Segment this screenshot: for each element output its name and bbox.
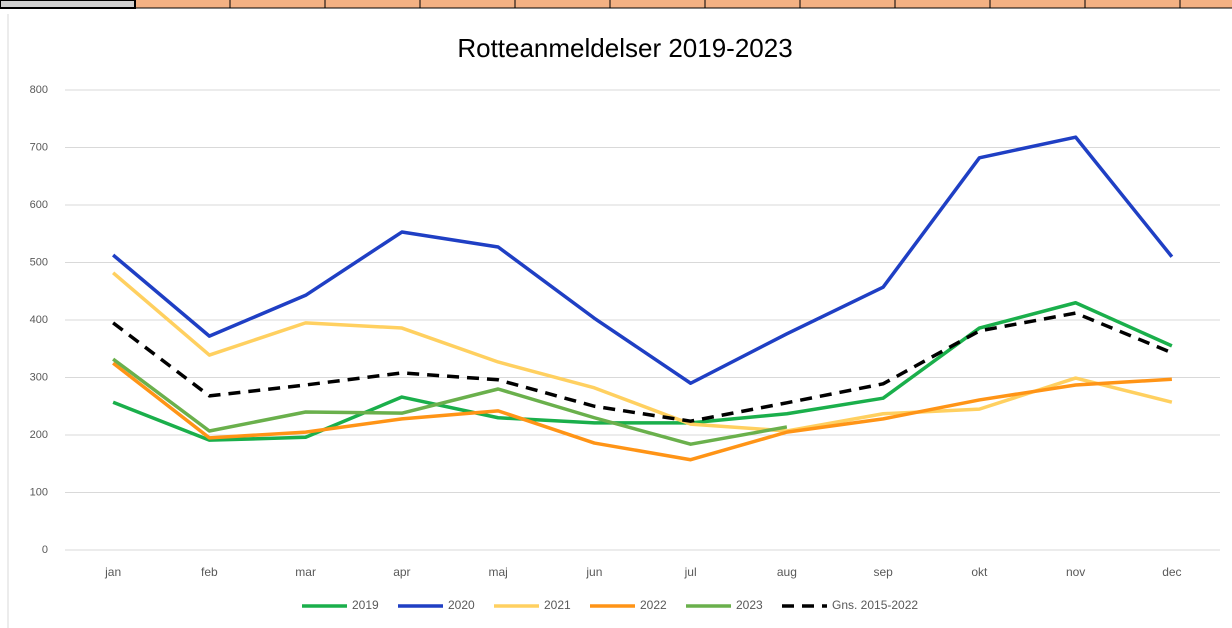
y-tick-label: 0 bbox=[42, 544, 48, 556]
x-tick-label: okt bbox=[971, 565, 988, 579]
series-line bbox=[111, 135, 1174, 385]
legend-label: 2019 bbox=[352, 598, 379, 612]
x-tick-label: jul bbox=[684, 565, 697, 579]
legend-label: 2021 bbox=[544, 598, 571, 612]
chart-title: Rotteanmeldelser 2019-2023 bbox=[457, 33, 792, 63]
series-line bbox=[112, 311, 1173, 423]
x-tick-label: aug bbox=[777, 565, 797, 579]
series-line bbox=[111, 271, 1173, 433]
x-tick-label: feb bbox=[201, 565, 218, 579]
series-line bbox=[112, 301, 1173, 442]
x-tick-label: apr bbox=[393, 565, 410, 579]
series-line bbox=[112, 361, 1172, 462]
y-tick-label: 200 bbox=[30, 429, 48, 441]
x-tick-label: jun bbox=[585, 565, 602, 579]
series-line bbox=[112, 357, 788, 446]
legend-label: Gns. 2015-2022 bbox=[832, 598, 918, 612]
legend-label: 2020 bbox=[448, 598, 475, 612]
x-tick-label: jan bbox=[104, 565, 121, 579]
y-tick-label: 100 bbox=[30, 486, 48, 498]
x-tick-label: dec bbox=[1162, 565, 1181, 579]
x-tick-label: maj bbox=[488, 565, 507, 579]
y-tick-label: 500 bbox=[30, 256, 48, 268]
x-tick-label: nov bbox=[1066, 565, 1085, 579]
top-table-strip bbox=[0, 0, 1232, 9]
x-tick-label: mar bbox=[295, 565, 316, 579]
x-tick-label: sep bbox=[873, 565, 893, 579]
y-tick-label: 300 bbox=[30, 371, 48, 383]
legend-label: 2023 bbox=[736, 598, 763, 612]
y-tick-label: 600 bbox=[30, 199, 48, 211]
y-tick-label: 800 bbox=[30, 84, 48, 96]
y-tick-label: 400 bbox=[30, 314, 48, 326]
y-tick-label: 700 bbox=[30, 141, 48, 153]
legend-label: 2022 bbox=[640, 598, 667, 612]
